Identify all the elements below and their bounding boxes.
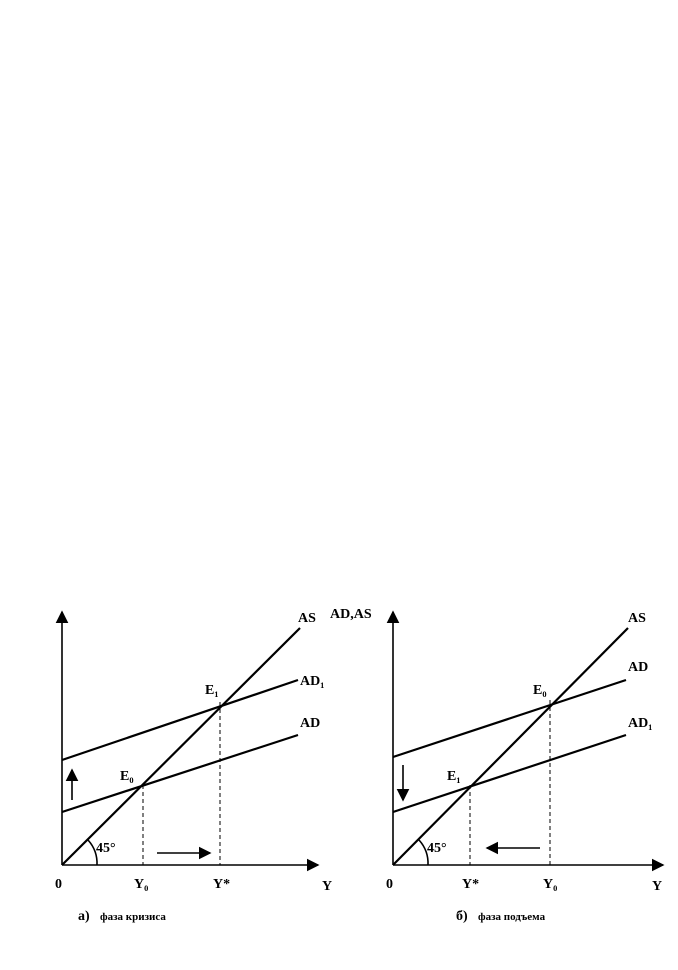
curve-label: AD xyxy=(300,716,320,731)
angle-arc xyxy=(418,839,429,866)
ad-lower-line xyxy=(61,733,299,814)
ad-upper-line xyxy=(392,678,627,759)
caption-marker: а) xyxy=(78,909,90,924)
as-line xyxy=(392,627,629,866)
angle-arc xyxy=(87,839,98,866)
angle-label: 45° xyxy=(96,841,116,856)
x-tick-label: Y₀ xyxy=(134,877,148,892)
curve-label: AD₁ xyxy=(628,716,652,731)
panel-a: AS AD₁ AD E₁ E₀ 45° 0 Y₀ Y* Y а) фаза кр… xyxy=(55,610,332,924)
ad-lower-line xyxy=(392,733,627,814)
curve-label: AS xyxy=(298,611,316,626)
point-label: E₁ xyxy=(447,769,461,784)
point-label: E₁ xyxy=(205,683,219,698)
x-tick-label: Y₀ xyxy=(543,877,557,892)
x-tick-label: Y* xyxy=(462,877,479,892)
ad-upper-line xyxy=(61,678,299,762)
curve-label: AS xyxy=(628,611,646,626)
curve-label: AD xyxy=(628,660,648,675)
x-axis-label: Y xyxy=(322,879,332,894)
panel-b: AD,AS AS AD AD₁ E₀ E₁ 45° 0 Y* Y₀ Y б) ф… xyxy=(330,607,665,924)
x-axis-label: Y xyxy=(652,879,662,894)
caption: фаза подъема xyxy=(478,911,546,923)
curve-label: AD₁ xyxy=(300,674,324,689)
origin-label: 0 xyxy=(386,877,393,892)
as-line xyxy=(61,627,301,866)
caption: фаза кризиса xyxy=(100,911,166,923)
y-axis-label: AD,AS xyxy=(330,607,372,622)
angle-label: 45° xyxy=(427,841,447,856)
x-tick-label: Y* xyxy=(213,877,230,892)
point-label: E₀ xyxy=(120,769,134,784)
point-label: E₀ xyxy=(533,683,547,698)
caption-marker: б) xyxy=(456,909,468,924)
origin-label: 0 xyxy=(55,877,62,892)
